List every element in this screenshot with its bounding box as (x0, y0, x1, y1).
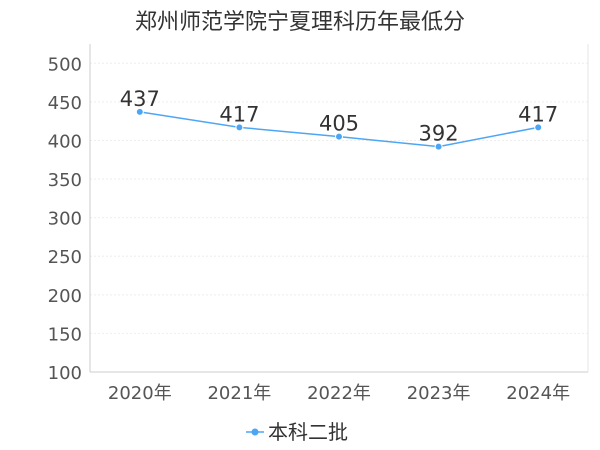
y-tick-label: 500 (48, 54, 82, 75)
x-tick-label: 2024年 (506, 383, 570, 404)
legend[interactable]: 本科二批 (246, 420, 348, 444)
x-tick-label: 2021年 (207, 383, 271, 404)
y-tick-label: 350 (48, 170, 82, 191)
axes (89, 44, 589, 373)
legend-label[interactable]: 本科二批 (268, 420, 348, 444)
data-point[interactable] (335, 132, 343, 141)
data-point[interactable] (534, 123, 543, 132)
y-tick-label: 400 (48, 131, 82, 152)
x-tick-label: 2020年 (108, 383, 172, 404)
data-points (135, 107, 543, 151)
y-tick-labels: 100 150 200 250 300 350 400 450 500 (48, 54, 82, 384)
data-point[interactable] (235, 123, 244, 132)
data-label: 392 (419, 122, 459, 146)
chart-title: 郑州师范学院宁夏理科历年最低分 (134, 10, 465, 35)
data-point[interactable] (135, 107, 144, 116)
x-tick-label: 2023年 (407, 383, 471, 404)
y-tick-label: 100 (48, 363, 82, 384)
y-tick-label: 200 (48, 286, 82, 307)
x-tick-labels: 2020年 2021年 2022年 2023年 2024年 (108, 383, 570, 404)
data-label: 437 (120, 87, 160, 111)
data-labels: 437 417 405 392 417 (120, 87, 558, 146)
gridlines (90, 62, 588, 373)
y-tick-label: 450 (48, 93, 82, 114)
y-tick-label: 150 (48, 324, 82, 345)
data-label: 405 (319, 112, 359, 136)
data-label: 417 (219, 102, 259, 126)
x-tick-label: 2022年 (307, 383, 371, 404)
y-tick-label: 250 (48, 247, 82, 268)
data-label: 417 (518, 102, 558, 126)
data-point[interactable] (434, 142, 443, 151)
legend-marker-point (251, 428, 259, 436)
y-tick-label: 300 (48, 209, 82, 230)
